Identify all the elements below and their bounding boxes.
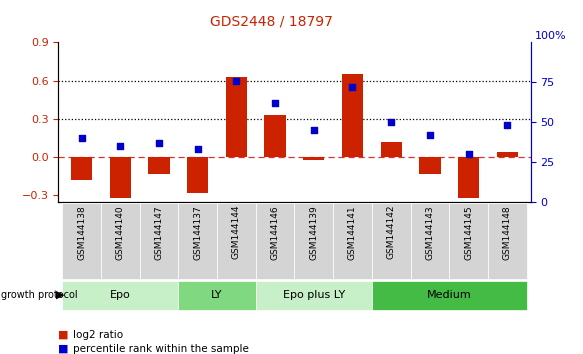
Text: GSM144137: GSM144137 <box>193 205 202 259</box>
Point <box>154 140 164 146</box>
FancyBboxPatch shape <box>178 202 217 279</box>
Bar <box>303 157 324 160</box>
Text: GSM144141: GSM144141 <box>348 205 357 259</box>
Point <box>77 135 86 141</box>
Text: GDS2448 / 18797: GDS2448 / 18797 <box>210 14 332 28</box>
Point <box>271 100 280 106</box>
Bar <box>342 74 363 157</box>
Text: Medium: Medium <box>427 290 472 300</box>
Text: GSM144147: GSM144147 <box>154 205 163 259</box>
FancyBboxPatch shape <box>449 202 488 279</box>
Text: ■: ■ <box>58 330 69 339</box>
Bar <box>497 152 518 157</box>
Text: ▶: ▶ <box>56 290 65 300</box>
FancyBboxPatch shape <box>333 202 372 279</box>
Text: GSM144138: GSM144138 <box>77 205 86 259</box>
Point <box>115 143 125 149</box>
FancyBboxPatch shape <box>294 202 333 279</box>
Text: LY: LY <box>211 290 223 300</box>
Text: GSM144139: GSM144139 <box>309 205 318 259</box>
Text: GSM144146: GSM144146 <box>271 205 280 259</box>
Bar <box>458 157 479 198</box>
FancyBboxPatch shape <box>410 202 449 279</box>
Bar <box>381 142 402 157</box>
Bar <box>226 77 247 157</box>
FancyBboxPatch shape <box>139 202 178 279</box>
Bar <box>265 115 286 157</box>
FancyBboxPatch shape <box>101 202 139 279</box>
Text: Epo: Epo <box>110 290 131 300</box>
Text: Epo plus LY: Epo plus LY <box>283 290 345 300</box>
Text: GSM144148: GSM144148 <box>503 205 512 259</box>
Bar <box>71 157 92 180</box>
Point <box>464 151 473 157</box>
FancyBboxPatch shape <box>372 202 410 279</box>
Text: growth protocol: growth protocol <box>1 290 77 300</box>
Text: GSM144143: GSM144143 <box>426 205 434 259</box>
Text: percentile rank within the sample: percentile rank within the sample <box>73 344 249 354</box>
Text: 100%: 100% <box>535 31 566 41</box>
Point <box>193 147 202 152</box>
Point <box>309 127 318 133</box>
FancyBboxPatch shape <box>256 202 294 279</box>
Bar <box>110 157 131 198</box>
Text: ■: ■ <box>58 344 69 354</box>
FancyBboxPatch shape <box>178 281 256 310</box>
Bar <box>148 157 170 174</box>
FancyBboxPatch shape <box>372 281 526 310</box>
Text: GSM144140: GSM144140 <box>116 205 125 259</box>
FancyBboxPatch shape <box>256 281 372 310</box>
Text: log2 ratio: log2 ratio <box>73 330 123 339</box>
Point <box>348 84 357 90</box>
FancyBboxPatch shape <box>217 202 256 279</box>
Bar <box>187 157 208 193</box>
FancyBboxPatch shape <box>62 202 101 279</box>
Point <box>231 78 241 84</box>
Point <box>387 119 396 125</box>
Text: GSM144144: GSM144144 <box>232 205 241 259</box>
Bar <box>419 157 441 174</box>
Point <box>425 132 434 138</box>
FancyBboxPatch shape <box>62 281 178 310</box>
Text: GSM144142: GSM144142 <box>387 205 396 259</box>
Text: GSM144145: GSM144145 <box>464 205 473 259</box>
Point <box>503 122 512 128</box>
FancyBboxPatch shape <box>488 202 526 279</box>
